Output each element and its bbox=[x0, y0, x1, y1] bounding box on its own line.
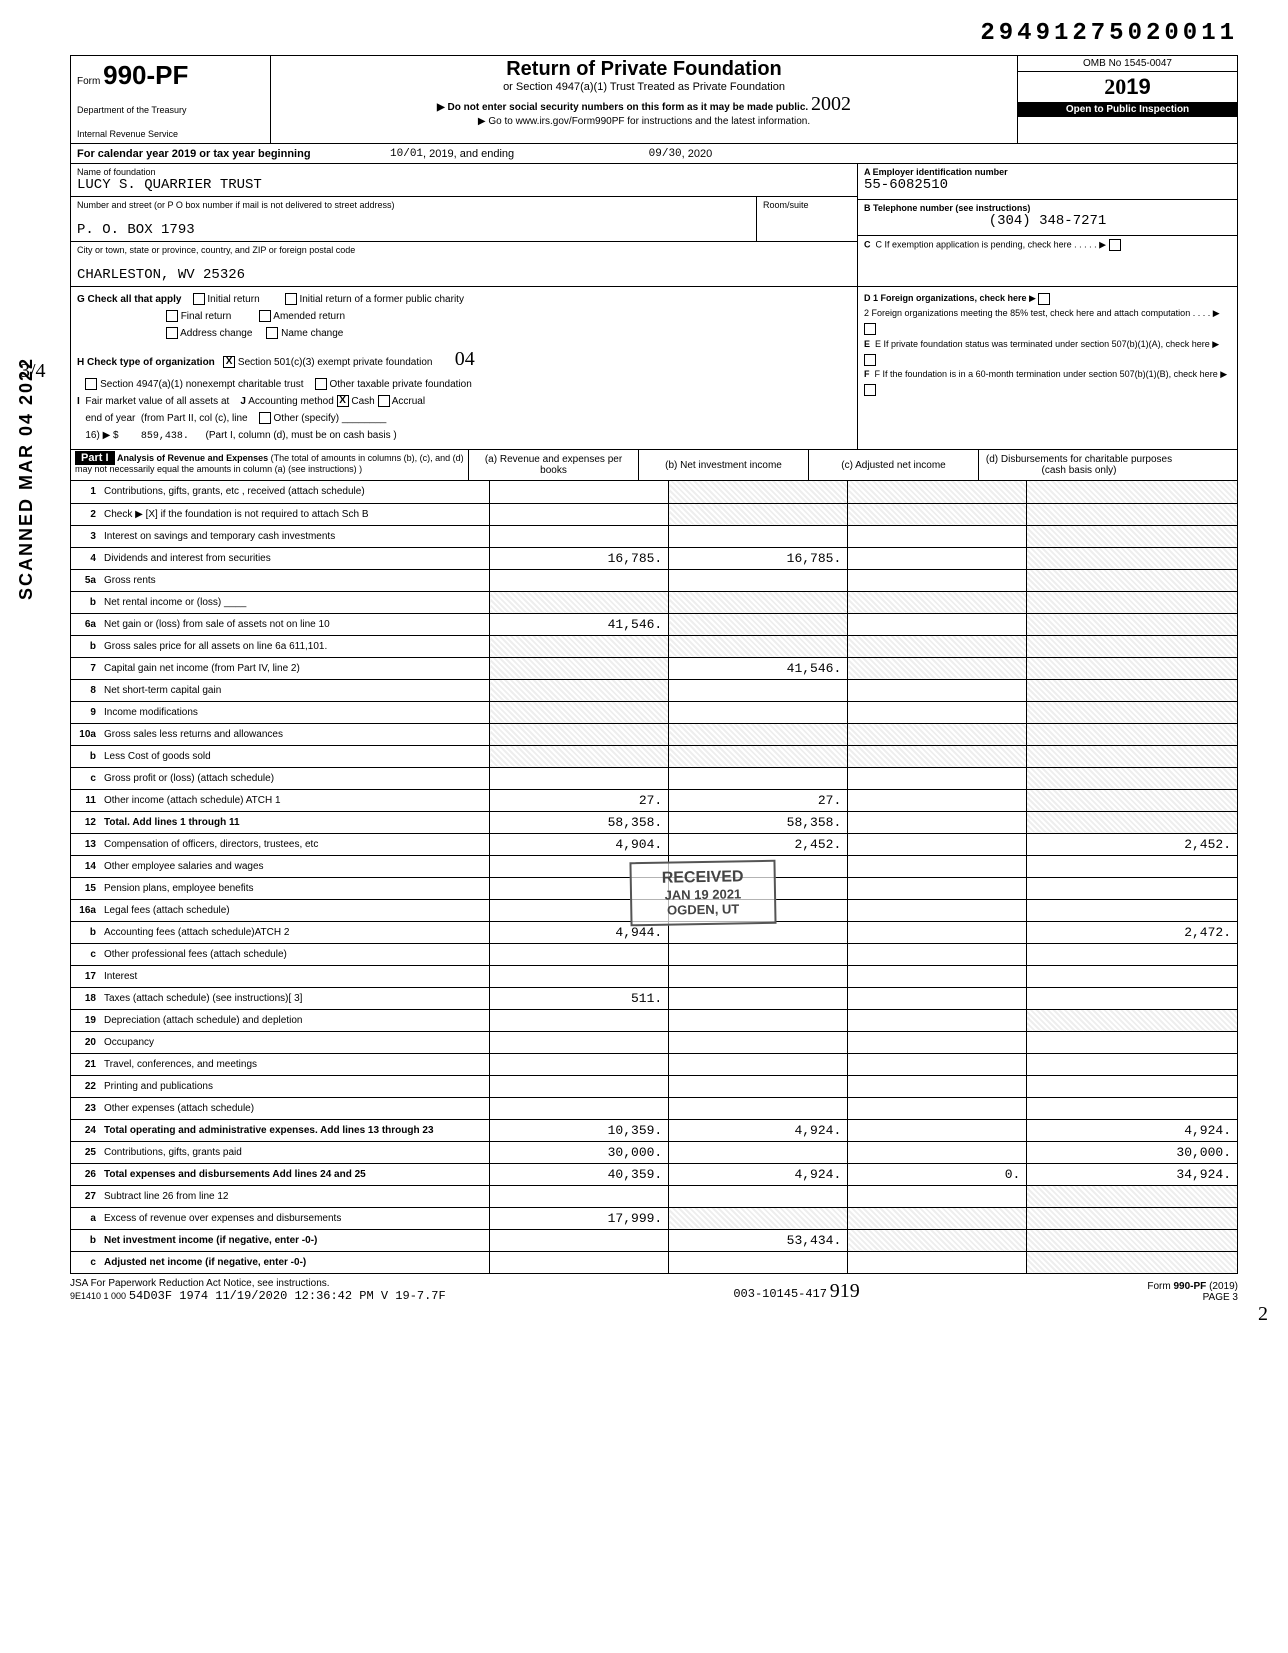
accrual-checkbox[interactable] bbox=[378, 395, 390, 407]
table-row: bLess Cost of goods sold bbox=[71, 745, 1238, 767]
footer-timestamp: 54D03F 1974 11/19/2020 12:36:42 PM V 19-… bbox=[129, 1289, 446, 1303]
h-row: H Check type of organization X Section 5… bbox=[77, 342, 851, 393]
foundation-name: LUCY S. QUARRIER TRUST bbox=[77, 177, 851, 193]
initial-return-checkbox[interactable] bbox=[193, 293, 205, 305]
table-row: cOther professional fees (attach schedul… bbox=[71, 943, 1238, 965]
tax-year: 2019 bbox=[1018, 72, 1237, 102]
name-label: Name of foundation bbox=[77, 167, 851, 177]
end-date: 09/30 bbox=[649, 148, 682, 160]
form-title: Return of Private Foundation bbox=[277, 58, 1011, 81]
dept-irs: Internal Revenue Service bbox=[77, 129, 264, 139]
table-row: 24Total operating and administrative exp… bbox=[71, 1119, 1238, 1141]
table-row: bNet rental income or (loss) ____ bbox=[71, 591, 1238, 613]
table-row: cAdjusted net income (if negative, enter… bbox=[71, 1251, 1238, 1273]
table-row: 12Total. Add lines 1 through 1158,358.58… bbox=[71, 811, 1238, 833]
scanned-stamp: SCANNED MAR 04 2022 bbox=[16, 357, 37, 600]
other-method-checkbox[interactable] bbox=[259, 412, 271, 424]
table-row: bGross sales price for all assets on lin… bbox=[71, 635, 1238, 657]
table-row: 4Dividends and interest from securities1… bbox=[71, 547, 1238, 569]
table-row: 13Compensation of officers, directors, t… bbox=[71, 833, 1238, 855]
omb-number: OMB No 1545-0047 bbox=[1018, 56, 1237, 72]
table-row: 11Other income (attach schedule) ATCH 12… bbox=[71, 789, 1238, 811]
footer-id: 003-10145-417 bbox=[733, 1287, 827, 1301]
initial-former-checkbox[interactable] bbox=[285, 293, 297, 305]
ein: 55-6082510 bbox=[864, 177, 1231, 193]
table-row: 20Occupancy bbox=[71, 1031, 1238, 1053]
table-row: bNet investment income (if negative, ent… bbox=[71, 1229, 1238, 1251]
i-j-row: I Fair market value of all assets at J A… bbox=[77, 393, 851, 445]
table-row: 8Net short-term capital gain bbox=[71, 679, 1238, 701]
table-row: 18Taxes (attach schedule) (see instructi… bbox=[71, 987, 1238, 1009]
subtitle-3: ▶ Go to www.irs.gov/Form990PF for instru… bbox=[277, 116, 1011, 127]
4947-checkbox[interactable] bbox=[85, 378, 97, 390]
received-stamp: RECEIVED JAN 19 2021 OGDEN, UT bbox=[629, 860, 776, 927]
col-a-header: (a) Revenue and expenses per books bbox=[469, 450, 639, 480]
phone: (304) 348-7271 bbox=[864, 213, 1231, 229]
form-number: Form 990-PF bbox=[77, 60, 264, 91]
calendar-year-row: For calendar year 2019 or tax year begin… bbox=[70, 144, 1238, 164]
form-header: Form 990-PF Department of the Treasury I… bbox=[70, 55, 1238, 144]
table-row: 1Contributions, gifts, grants, etc , rec… bbox=[71, 481, 1238, 503]
table-row: 9Income modifications bbox=[71, 701, 1238, 723]
city-state-zip: CHARLESTON, WV 25326 bbox=[77, 267, 851, 283]
dept-treasury: Department of the Treasury bbox=[77, 105, 264, 115]
d1-label: D 1 Foreign organizations, check here ▶ bbox=[864, 291, 1231, 306]
col-d-header: (d) Disbursements for charitable purpose… bbox=[979, 450, 1179, 480]
table-row: 19Depreciation (attach schedule) and dep… bbox=[71, 1009, 1238, 1031]
table-row: 26Total expenses and disbursements Add l… bbox=[71, 1163, 1238, 1185]
room-label: Room/suite bbox=[763, 200, 851, 210]
footer: JSA For Paperwork Reduction Act Notice, … bbox=[70, 1278, 1238, 1303]
c-label: C C If exemption application is pending,… bbox=[864, 239, 1231, 251]
address-label: Number and street (or P O box number if … bbox=[77, 200, 750, 210]
dln: 29491275020011 bbox=[70, 20, 1238, 47]
table-row: 2Check ▶ [X] if the foundation is not re… bbox=[71, 503, 1238, 525]
street-address: P. O. BOX 1793 bbox=[77, 222, 750, 238]
table-row: 27Subtract line 26 from line 12 bbox=[71, 1185, 1238, 1207]
phone-label: B Telephone number (see instructions) bbox=[864, 203, 1231, 213]
table-row: 10aGross sales less returns and allowanc… bbox=[71, 723, 1238, 745]
table-row: cGross profit or (loss) (attach schedule… bbox=[71, 767, 1238, 789]
501c3-checkbox[interactable]: X bbox=[223, 356, 235, 368]
col-c-header: (c) Adjusted net income bbox=[809, 450, 979, 480]
d2-label: 2 Foreign organizations meeting the 85% … bbox=[864, 306, 1231, 337]
table-row: 3Interest on savings and temporary cash … bbox=[71, 525, 1238, 547]
cash-checkbox[interactable]: X bbox=[337, 395, 349, 407]
entity-block: Name of foundation LUCY S. QUARRIER TRUS… bbox=[70, 164, 1238, 287]
handwritten-314: 3/4 bbox=[20, 360, 46, 383]
open-inspection: Open to Public Inspection bbox=[1018, 102, 1237, 117]
other-taxable-checkbox[interactable] bbox=[315, 378, 327, 390]
table-row: 6aNet gain or (loss) from sale of assets… bbox=[71, 613, 1238, 635]
checks-block: G Check all that apply Initial return In… bbox=[70, 287, 1238, 450]
address-change-checkbox[interactable] bbox=[166, 327, 178, 339]
subtitle-2: ▶ Do not enter social security numbers o… bbox=[277, 93, 1011, 116]
table-row: 25Contributions, gifts, grants paid30,00… bbox=[71, 1141, 1238, 1163]
part1-header: Part I Analysis of Revenue and Expenses … bbox=[70, 450, 1238, 481]
name-change-checkbox[interactable] bbox=[266, 327, 278, 339]
amended-checkbox[interactable] bbox=[259, 310, 271, 322]
e-label: E E If private foundation status was ter… bbox=[864, 337, 1231, 368]
table-row: 5aGross rents bbox=[71, 569, 1238, 591]
paperwork-notice: JSA For Paperwork Reduction Act Notice, … bbox=[70, 1278, 446, 1289]
table-row: 21Travel, conferences, and meetings bbox=[71, 1053, 1238, 1075]
final-return-checkbox[interactable] bbox=[166, 310, 178, 322]
table-row: 22Printing and publications bbox=[71, 1075, 1238, 1097]
fmv: 859,438. bbox=[141, 431, 189, 442]
table-row: 17Interest bbox=[71, 965, 1238, 987]
subtitle-1: or Section 4947(a)(1) Trust Treated as P… bbox=[277, 81, 1011, 93]
city-label: City or town, state or province, country… bbox=[77, 245, 851, 255]
form-footer: Form 990-PF (2019) bbox=[1147, 1281, 1238, 1292]
table-row: aExcess of revenue over expenses and dis… bbox=[71, 1207, 1238, 1229]
ein-label: A Employer identification number bbox=[864, 167, 1231, 177]
table-row: 7Capital gain net income (from Part IV, … bbox=[71, 657, 1238, 679]
g-row: G Check all that apply Initial return In… bbox=[77, 291, 851, 342]
page-number: PAGE 3 bbox=[1147, 1292, 1238, 1303]
col-b-header: (b) Net investment income bbox=[639, 450, 809, 480]
begin-date: 10/01 bbox=[390, 148, 423, 160]
f-label: F F If the foundation is in a 60-month t… bbox=[864, 367, 1231, 398]
table-row: 23Other expenses (attach schedule) bbox=[71, 1097, 1238, 1119]
